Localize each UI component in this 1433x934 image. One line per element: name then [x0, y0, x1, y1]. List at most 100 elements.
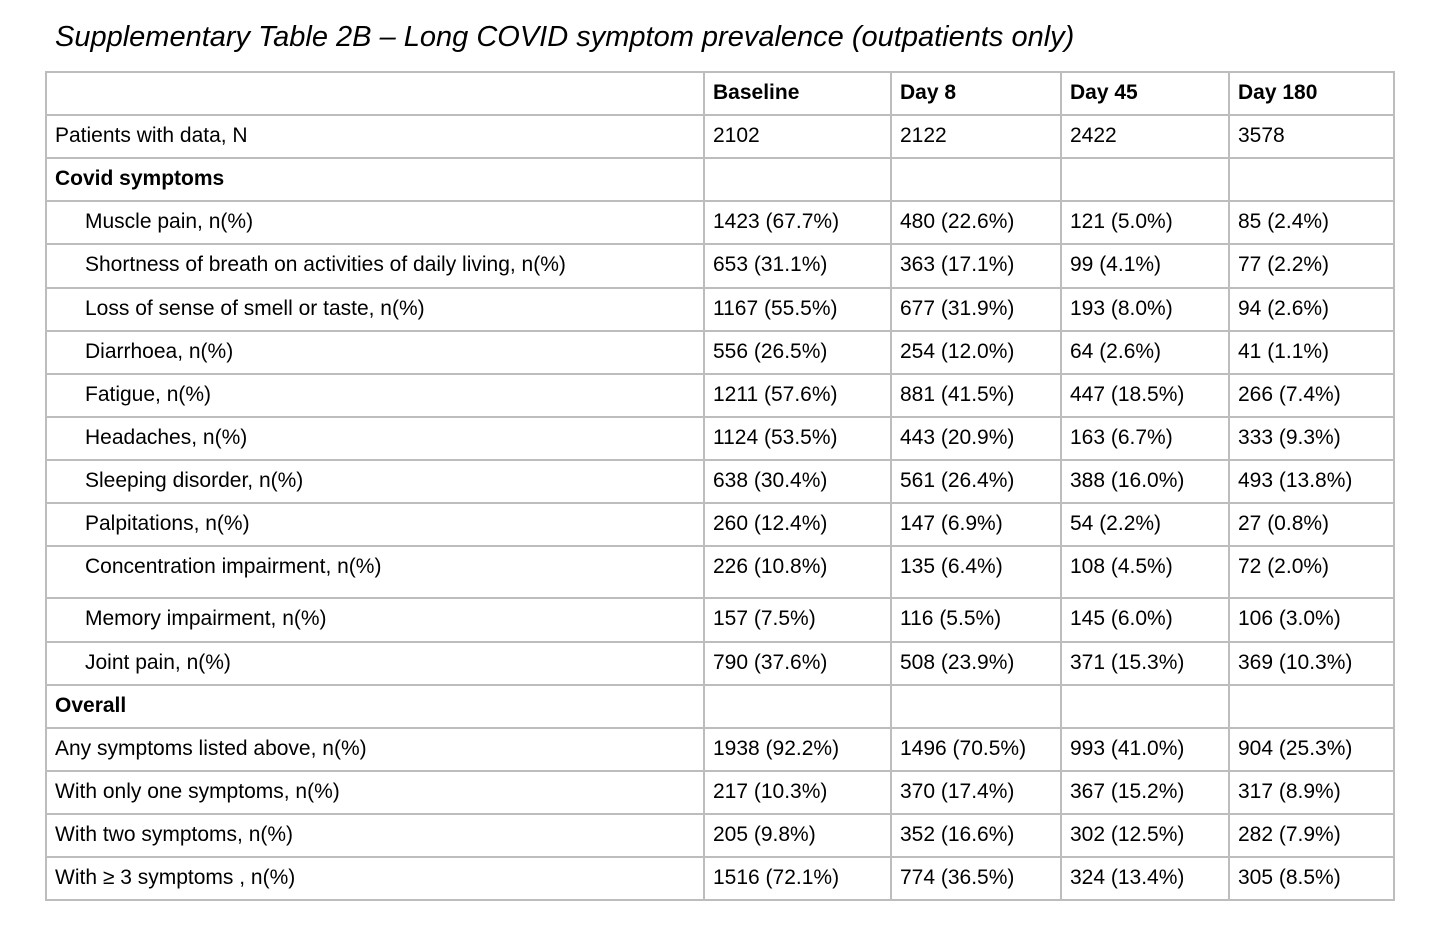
cell-value: 99 (4.1%): [1060, 243, 1230, 289]
cell-value: 116 (5.5%): [890, 597, 1062, 643]
table-row: Concentration impairment, n(%) 226 (10.8%…: [45, 545, 1395, 600]
cell-value: 163 (6.7%): [1060, 415, 1230, 462]
cell-value: 217 (10.3%): [703, 770, 892, 816]
cell-value: 881 (41.5%): [890, 372, 1062, 418]
cell-value: 27 (0.8%): [1228, 502, 1395, 548]
cell-value: 1938 (92.2%): [703, 726, 892, 773]
row-label: Joint pain, n(%): [45, 640, 705, 686]
cell-value: 135 (6.4%): [890, 545, 1062, 600]
cell-value: 324 (13.4%): [1060, 856, 1230, 902]
cell-value: 2102: [703, 113, 892, 160]
row-label: Muscle pain, n(%): [45, 200, 705, 246]
table-row: Covid symptoms: [45, 157, 1395, 203]
column-header: Day 180: [1228, 70, 1395, 116]
table-body: Patients with data, N 2102 2122 2422 3578 Cov…: [45, 113, 1395, 902]
cell-value: [890, 683, 1062, 729]
table-row: Joint pain, n(%) 790 (37.6%) 508 (23.9%) 37…: [45, 640, 1395, 686]
table-row: Sleeping disorder, n(%) 638 (30.4%) 561 (2…: [45, 459, 1395, 505]
cell-value: 108 (4.5%): [1060, 545, 1230, 600]
cell-value: 266 (7.4%): [1228, 372, 1395, 418]
row-label: Sleeping disorder, n(%): [45, 459, 705, 505]
row-label: Headaches, n(%): [45, 415, 705, 462]
row-label: Any symptoms listed above, n(%): [45, 726, 705, 773]
row-label: Diarrhoea, n(%): [45, 329, 705, 375]
cell-value: 72 (2.0%): [1228, 545, 1395, 600]
table-row: Fatigue, n(%) 1211 (57.6%) 881 (41.5%) 447 …: [45, 372, 1395, 418]
cell-value: 2422: [1060, 113, 1230, 160]
cell-value: 3578: [1228, 113, 1395, 160]
cell-value: [703, 683, 892, 729]
cell-value: 1211 (57.6%): [703, 372, 892, 418]
cell-value: 369 (10.3%): [1228, 640, 1395, 686]
cell-value: 305 (8.5%): [1228, 856, 1395, 902]
cell-value: 388 (16.0%): [1060, 459, 1230, 505]
table-row: Headaches, n(%) 1124 (53.5%) 443 (20.9%) 16…: [45, 415, 1395, 462]
cell-value: 41 (1.1%): [1228, 329, 1395, 375]
table-row: Muscle pain, n(%) 1423 (67.7%) 480 (22.6%)…: [45, 200, 1395, 246]
cell-value: 1167 (55.5%): [703, 286, 892, 332]
row-label: With only one symptoms, n(%): [45, 770, 705, 816]
cell-value: 317 (8.9%): [1228, 770, 1395, 816]
cell-value: 145 (6.0%): [1060, 597, 1230, 643]
cell-value: 282 (7.9%): [1228, 813, 1395, 859]
cell-value: 447 (18.5%): [1060, 372, 1230, 418]
row-label: Concentration impairment, n(%): [45, 545, 705, 600]
cell-value: 904 (25.3%): [1228, 726, 1395, 773]
column-header: Day 45: [1060, 70, 1230, 116]
prevalence-table: Baseline Day 8 Day 45 Day 180 Patients with…: [45, 70, 1395, 902]
cell-value: 157 (7.5%): [703, 597, 892, 643]
row-label: Shortness of breath on activities of dai…: [45, 243, 705, 289]
column-header: Baseline: [703, 70, 892, 116]
cell-value: 254 (12.0%): [890, 329, 1062, 375]
cell-value: 370 (17.4%): [890, 770, 1062, 816]
cell-value: 147 (6.9%): [890, 502, 1062, 548]
cell-value: [1228, 683, 1395, 729]
cell-value: 121 (5.0%): [1060, 200, 1230, 246]
cell-value: 302 (12.5%): [1060, 813, 1230, 859]
cell-value: 64 (2.6%): [1060, 329, 1230, 375]
table-row: With only one symptoms, n(%) 217 (10.3%) 3…: [45, 770, 1395, 816]
cell-value: 367 (15.2%): [1060, 770, 1230, 816]
column-header: Day 8: [890, 70, 1062, 116]
cell-value: 106 (3.0%): [1228, 597, 1395, 643]
cell-value: 480 (22.6%): [890, 200, 1062, 246]
cell-value: 226 (10.8%): [703, 545, 892, 600]
row-label: Covid symptoms: [45, 157, 705, 203]
cell-value: 2122: [890, 113, 1062, 160]
cell-value: 352 (16.6%): [890, 813, 1062, 859]
cell-value: 790 (37.6%): [703, 640, 892, 686]
cell-value: 333 (9.3%): [1228, 415, 1395, 462]
cell-value: [1060, 683, 1230, 729]
cell-value: 993 (41.0%): [1060, 726, 1230, 773]
cell-value: 193 (8.0%): [1060, 286, 1230, 332]
row-label: Overall: [45, 683, 705, 729]
table-row: Palpitations, n(%) 260 (12.4%) 147 (6.9%) 5…: [45, 502, 1395, 548]
cell-value: 1423 (67.7%): [703, 200, 892, 246]
header-row: Baseline Day 8 Day 45 Day 180: [45, 70, 1395, 116]
cell-value: 493 (13.8%): [1228, 459, 1395, 505]
table-title: Supplementary Table 2B – Long COVID symp…: [55, 21, 1075, 53]
cell-value: [890, 157, 1062, 203]
table-row: Overall: [45, 683, 1395, 729]
row-label: Patients with data, N: [45, 113, 705, 160]
corner-cell: [45, 70, 705, 116]
table-row: Any symptoms listed above, n(%) 1938 (92.…: [45, 726, 1395, 773]
cell-value: 1516 (72.1%): [703, 856, 892, 902]
cell-value: 205 (9.8%): [703, 813, 892, 859]
table-row: Memory impairment, n(%) 157 (7.5%) 116 (5.…: [45, 597, 1395, 643]
cell-value: 1496 (70.5%): [890, 726, 1062, 773]
cell-value: 371 (15.3%): [1060, 640, 1230, 686]
cell-value: 508 (23.9%): [890, 640, 1062, 686]
cell-value: 1124 (53.5%): [703, 415, 892, 462]
cell-value: 85 (2.4%): [1228, 200, 1395, 246]
row-label: With two symptoms, n(%): [45, 813, 705, 859]
table-row: Loss of sense of smell or taste, n(%) 116…: [45, 286, 1395, 332]
row-label: Palpitations, n(%): [45, 502, 705, 548]
cell-value: 677 (31.9%): [890, 286, 1062, 332]
table-row: With ≥ 3 symptoms , n(%) 1516 (72.1%) 774 …: [45, 856, 1395, 902]
cell-value: 561 (26.4%): [890, 459, 1062, 505]
cell-value: 77 (2.2%): [1228, 243, 1395, 289]
cell-value: 94 (2.6%): [1228, 286, 1395, 332]
table-row: Diarrhoea, n(%) 556 (26.5%) 254 (12.0%) 64 …: [45, 329, 1395, 375]
row-label: Memory impairment, n(%): [45, 597, 705, 643]
